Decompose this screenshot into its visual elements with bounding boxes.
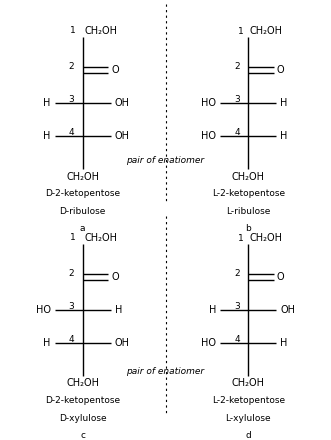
Text: O: O — [277, 272, 285, 282]
Text: 2: 2 — [69, 269, 74, 278]
Text: HO: HO — [201, 99, 216, 108]
Text: L-ribulose: L-ribulose — [226, 207, 270, 216]
Text: 3: 3 — [69, 95, 74, 104]
Text: 2: 2 — [234, 269, 240, 278]
Text: D-2-ketopentose: D-2-ketopentose — [45, 189, 120, 198]
Text: OH: OH — [115, 132, 130, 141]
Text: CH₂OH: CH₂OH — [232, 172, 265, 182]
Text: OH: OH — [115, 338, 130, 348]
Text: CH₂OH: CH₂OH — [84, 233, 118, 243]
Text: OH: OH — [280, 305, 295, 315]
Text: H: H — [43, 132, 51, 141]
Text: 1: 1 — [238, 27, 243, 36]
Text: CH₂OH: CH₂OH — [66, 172, 99, 182]
Text: 1: 1 — [71, 233, 76, 242]
Text: 3: 3 — [234, 302, 240, 311]
Text: c: c — [80, 431, 85, 440]
Text: O: O — [111, 272, 119, 282]
Text: L-2-ketopentose: L-2-ketopentose — [212, 189, 285, 198]
Text: 4: 4 — [69, 128, 74, 137]
Text: O: O — [111, 66, 119, 75]
Text: CH₂OH: CH₂OH — [66, 378, 99, 389]
Text: L-2-ketopentose: L-2-ketopentose — [212, 396, 285, 405]
Text: H: H — [280, 132, 288, 141]
Text: 3: 3 — [69, 302, 74, 311]
Text: H: H — [209, 305, 216, 315]
Text: H: H — [43, 99, 51, 108]
Text: H: H — [43, 338, 51, 348]
Text: D-ribulose: D-ribulose — [60, 207, 106, 216]
Text: D-xylulose: D-xylulose — [59, 414, 107, 422]
Text: H: H — [280, 99, 288, 108]
Text: OH: OH — [115, 99, 130, 108]
Text: 1: 1 — [71, 26, 76, 35]
Text: 1: 1 — [238, 234, 243, 243]
Text: H: H — [280, 338, 288, 348]
Text: D-2-ketopentose: D-2-ketopentose — [45, 396, 120, 405]
Text: pair of enatiomer: pair of enatiomer — [126, 156, 205, 165]
Text: a: a — [80, 224, 85, 233]
Text: CH₂OH: CH₂OH — [232, 378, 265, 389]
Text: L-xylulose: L-xylulose — [225, 414, 271, 422]
Text: HO: HO — [201, 132, 216, 141]
Text: 2: 2 — [69, 62, 74, 71]
Text: d: d — [245, 431, 251, 440]
Text: HO: HO — [36, 305, 51, 315]
Text: 4: 4 — [69, 335, 74, 344]
Text: O: O — [277, 66, 285, 75]
Text: 4: 4 — [234, 335, 240, 344]
Text: CH₂OH: CH₂OH — [84, 26, 118, 36]
Text: 3: 3 — [234, 95, 240, 104]
Text: pair of enatiomer: pair of enatiomer — [126, 367, 205, 376]
Text: CH₂OH: CH₂OH — [250, 26, 283, 36]
Text: 2: 2 — [234, 62, 240, 71]
Text: b: b — [245, 224, 251, 233]
Text: H: H — [115, 305, 122, 315]
Text: CH₂OH: CH₂OH — [250, 233, 283, 243]
Text: HO: HO — [201, 338, 216, 348]
Text: 4: 4 — [234, 128, 240, 137]
